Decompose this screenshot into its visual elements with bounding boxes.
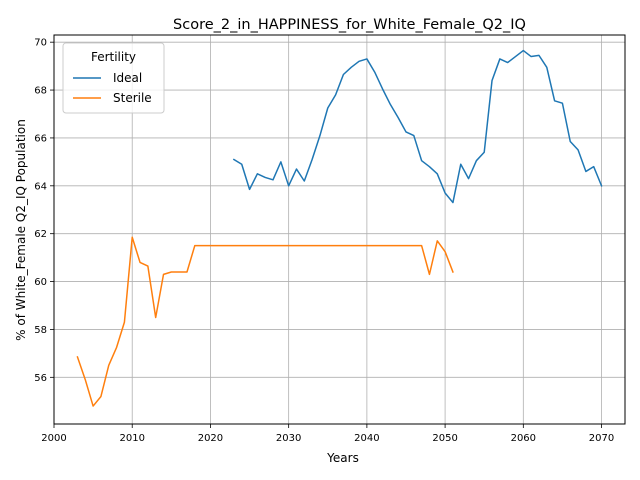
legend: Fertility Ideal Sterile [62,42,165,114]
x-tick-label: 2030 [276,433,301,444]
y-axis-label: % of White_Female Q2_IQ Population [14,119,28,341]
y-tick-label: 66 [34,133,47,144]
legend-title: Fertility [91,50,136,64]
x-tick-label: 2020 [198,433,223,444]
series-lines [76,49,603,407]
y-tick-label: 68 [34,86,47,97]
x-tick-label: 2070 [589,433,614,444]
legend-label-sterile: Sterile [113,91,152,105]
x-tick-label: 2050 [432,433,457,444]
x-tick-label: 2010 [119,433,144,444]
y-tick-label: 70 [34,38,47,49]
grid-lines [53,35,625,424]
y-axis-ticks: 56 58 60 62 64 66 68 70 [34,38,54,384]
x-tick-label: 2060 [511,433,536,444]
plot-area-frame [53,34,626,425]
y-tick-label: 62 [34,229,47,240]
y-tick-label: 56 [34,373,47,384]
series-line-sterile [76,236,454,407]
x-tick-label: 2000 [41,433,66,444]
y-tick-label: 60 [34,277,47,288]
y-tick-label: 58 [34,325,47,336]
x-axis-ticks: 2000 2010 2020 2030 2040 2050 2060 2070 [41,424,614,444]
legend-label-ideal: Ideal [113,71,142,85]
series-line-ideal [232,49,603,204]
y-tick-label: 64 [34,181,47,192]
legend-frame [62,42,165,114]
x-axis-label: Years [326,451,359,465]
chart-title: Score_2_in_HAPPINESS_for_White_Female_Q2… [173,17,526,33]
x-tick-label: 2040 [354,433,379,444]
